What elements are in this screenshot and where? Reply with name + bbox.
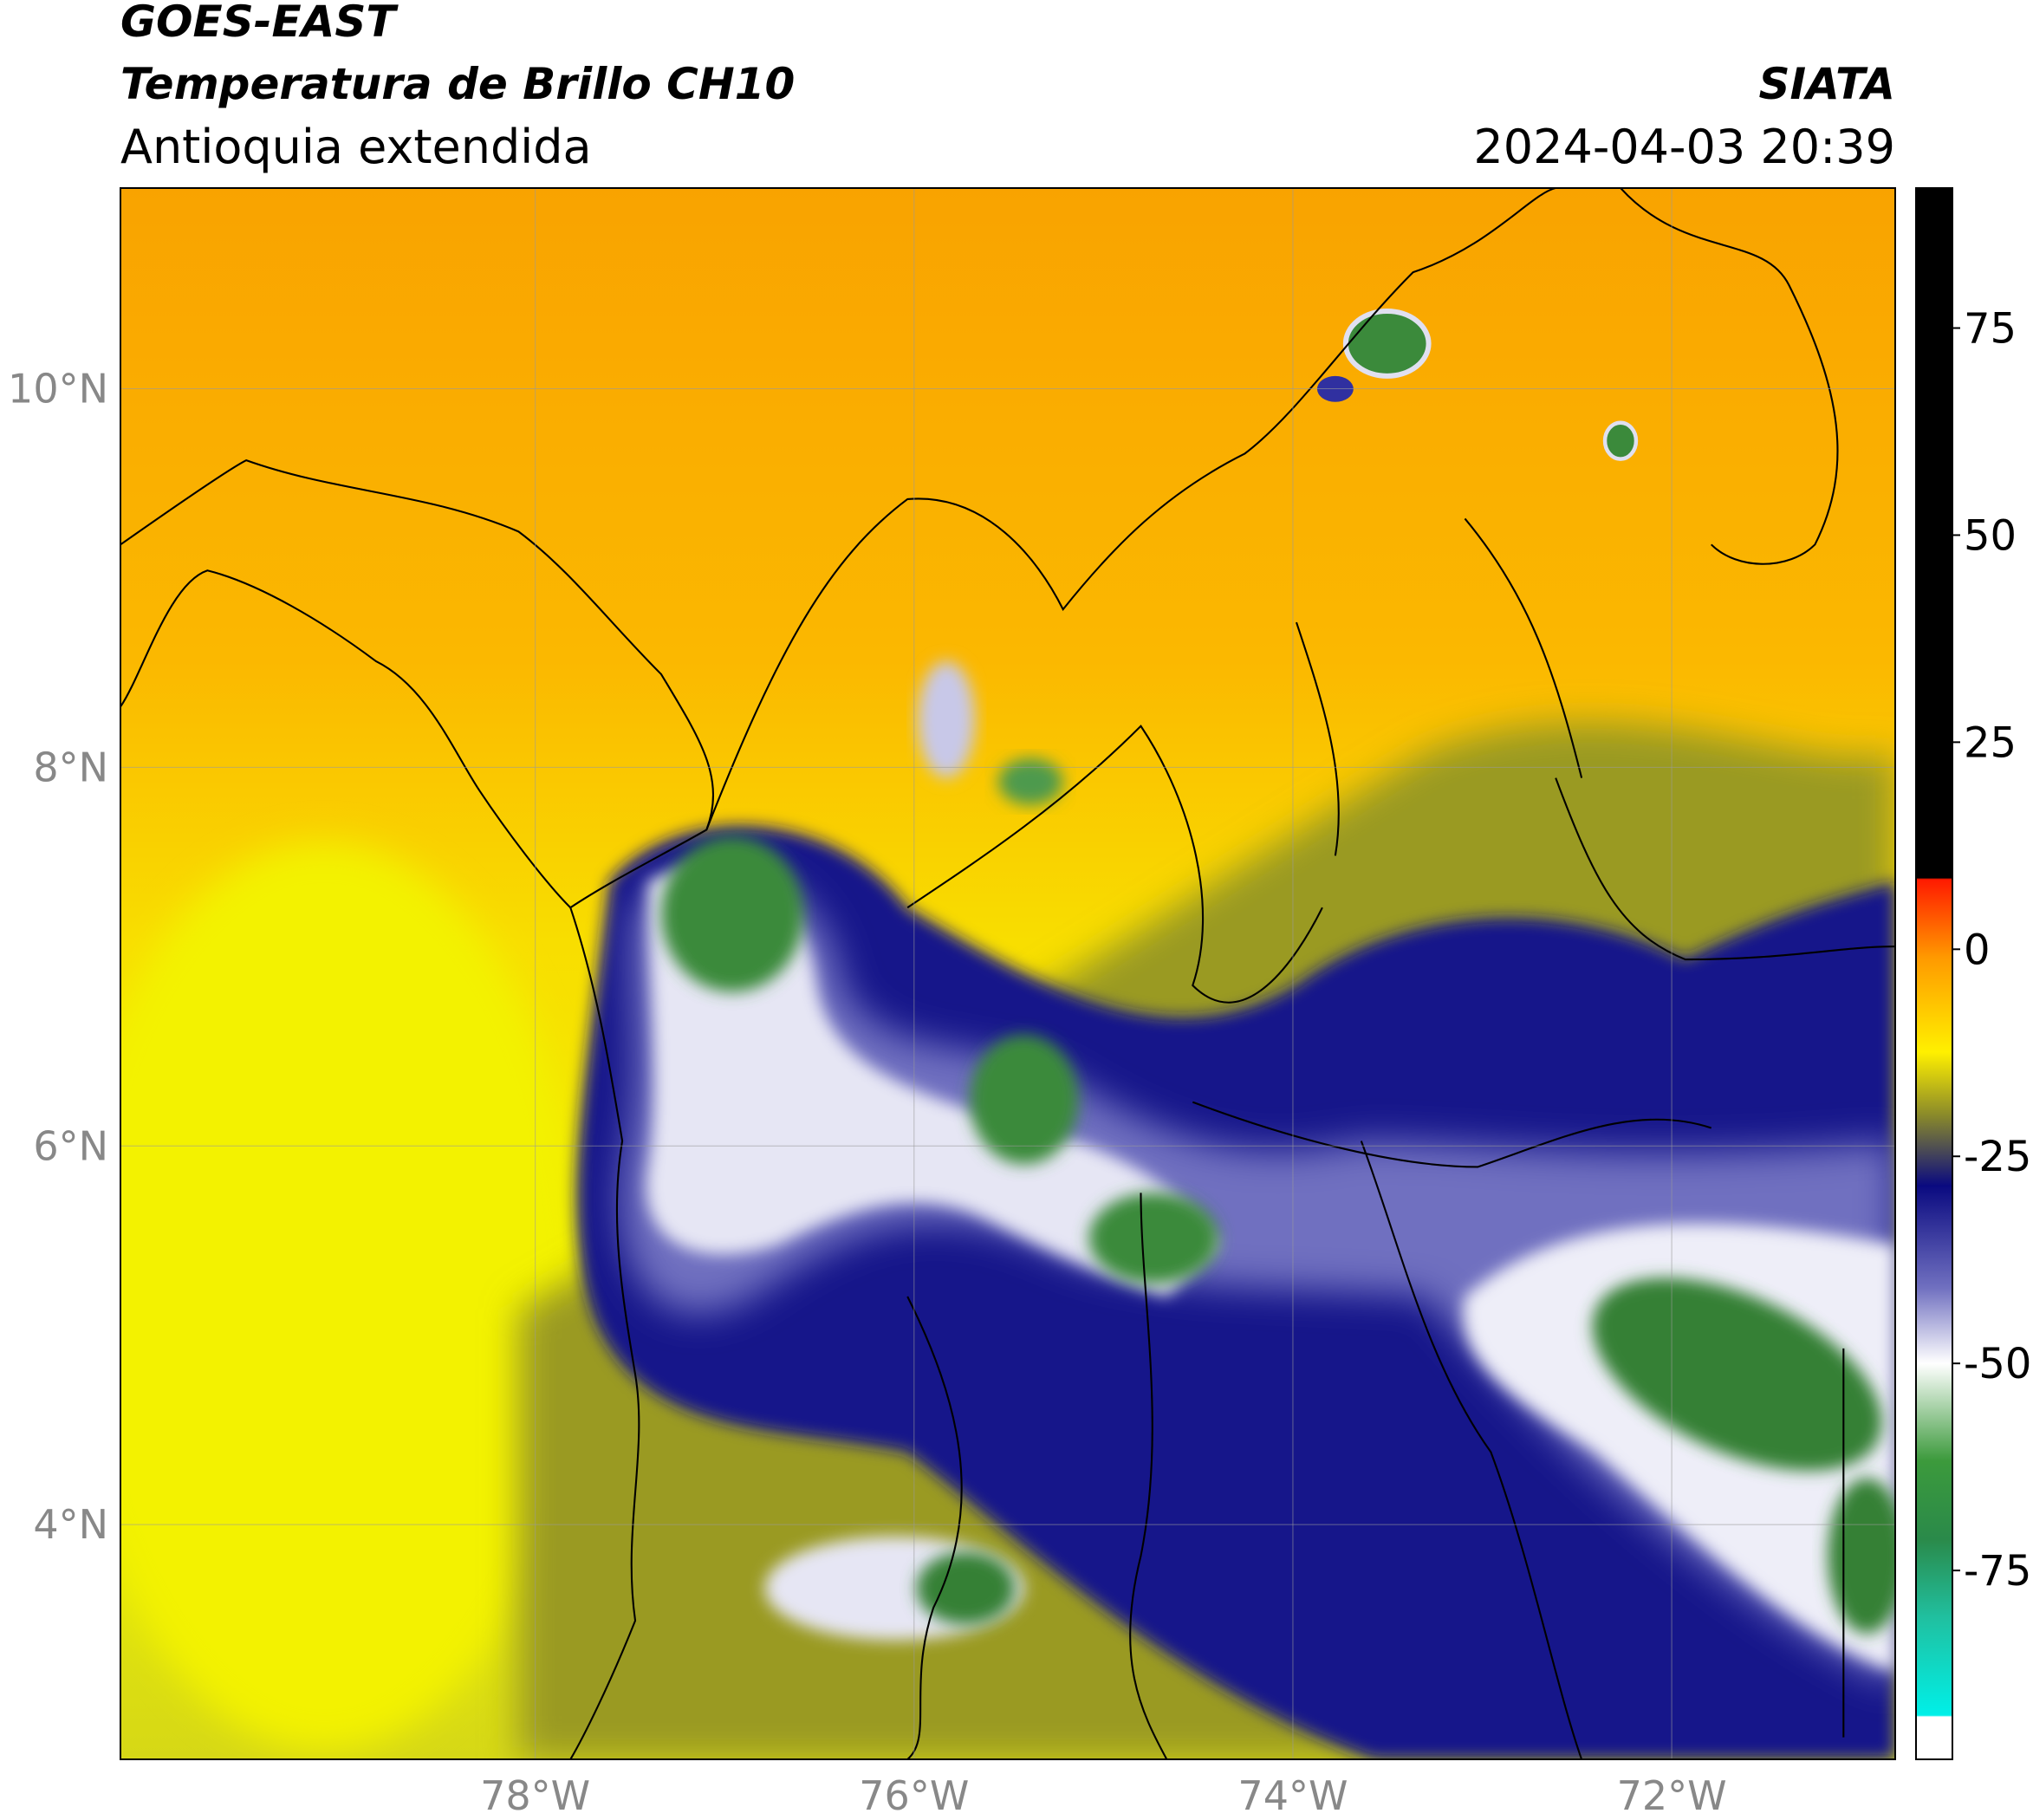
y-tick-label: 10°N [8, 366, 108, 413]
cloud-band [620, 870, 1896, 1686]
cloud-top [918, 660, 975, 778]
overshoot [970, 1034, 1079, 1165]
coastline [1620, 187, 1839, 565]
map-frame [120, 187, 1896, 1760]
colorbar-tick-label: 0 [1964, 926, 1991, 974]
region: Antioquia extendida [120, 120, 592, 174]
cloud-free [120, 842, 584, 1751]
overshoot [1088, 1193, 1219, 1284]
colorbar-tick-label: 25 [1964, 718, 2017, 767]
colorbar [1915, 187, 1953, 1760]
coastline [705, 187, 1556, 830]
boundary [906, 517, 1896, 1760]
coastline [120, 458, 714, 909]
x-tick-label: 74°W [1237, 1772, 1348, 1819]
overshoot [997, 758, 1063, 806]
cloud-top [646, 867, 1219, 1297]
overshoot [1602, 420, 1639, 461]
overshoot [1342, 309, 1432, 379]
subtitle: Temperatura de Brillo CH10 [120, 59, 795, 109]
colorbar-tick-label: 75 [1964, 305, 2017, 354]
y-tick-label: 6°N [33, 1122, 108, 1169]
source: SIATA [1759, 59, 1895, 109]
overshoot [660, 835, 804, 992]
map-image [120, 187, 1896, 1760]
overshoot [916, 1551, 1016, 1625]
y-tick-label: 8°N [33, 744, 108, 790]
datetime: 2024-04-03 20:39 [1473, 120, 1895, 174]
coastlines [120, 187, 1896, 1760]
y-tick-label: 4°N [33, 1501, 108, 1548]
colorbar-tick-label: -25 [1964, 1133, 2031, 1181]
colorbar-tick-label: 50 [1964, 511, 2017, 560]
x-tick-label: 72°W [1617, 1772, 1727, 1819]
overshoot [1592, 1277, 1882, 1471]
x-tick-label: 76°W [859, 1772, 969, 1819]
graticule [120, 188, 1895, 1759]
x-tick-label: 78°W [480, 1772, 590, 1819]
colorbar-tick-label: -75 [1964, 1547, 2031, 1596]
coastline [569, 907, 640, 1760]
overshoot [1828, 1478, 1896, 1634]
colorbar-tick-label: -50 [1964, 1340, 2031, 1388]
title: GOES-EAST [120, 0, 399, 47]
